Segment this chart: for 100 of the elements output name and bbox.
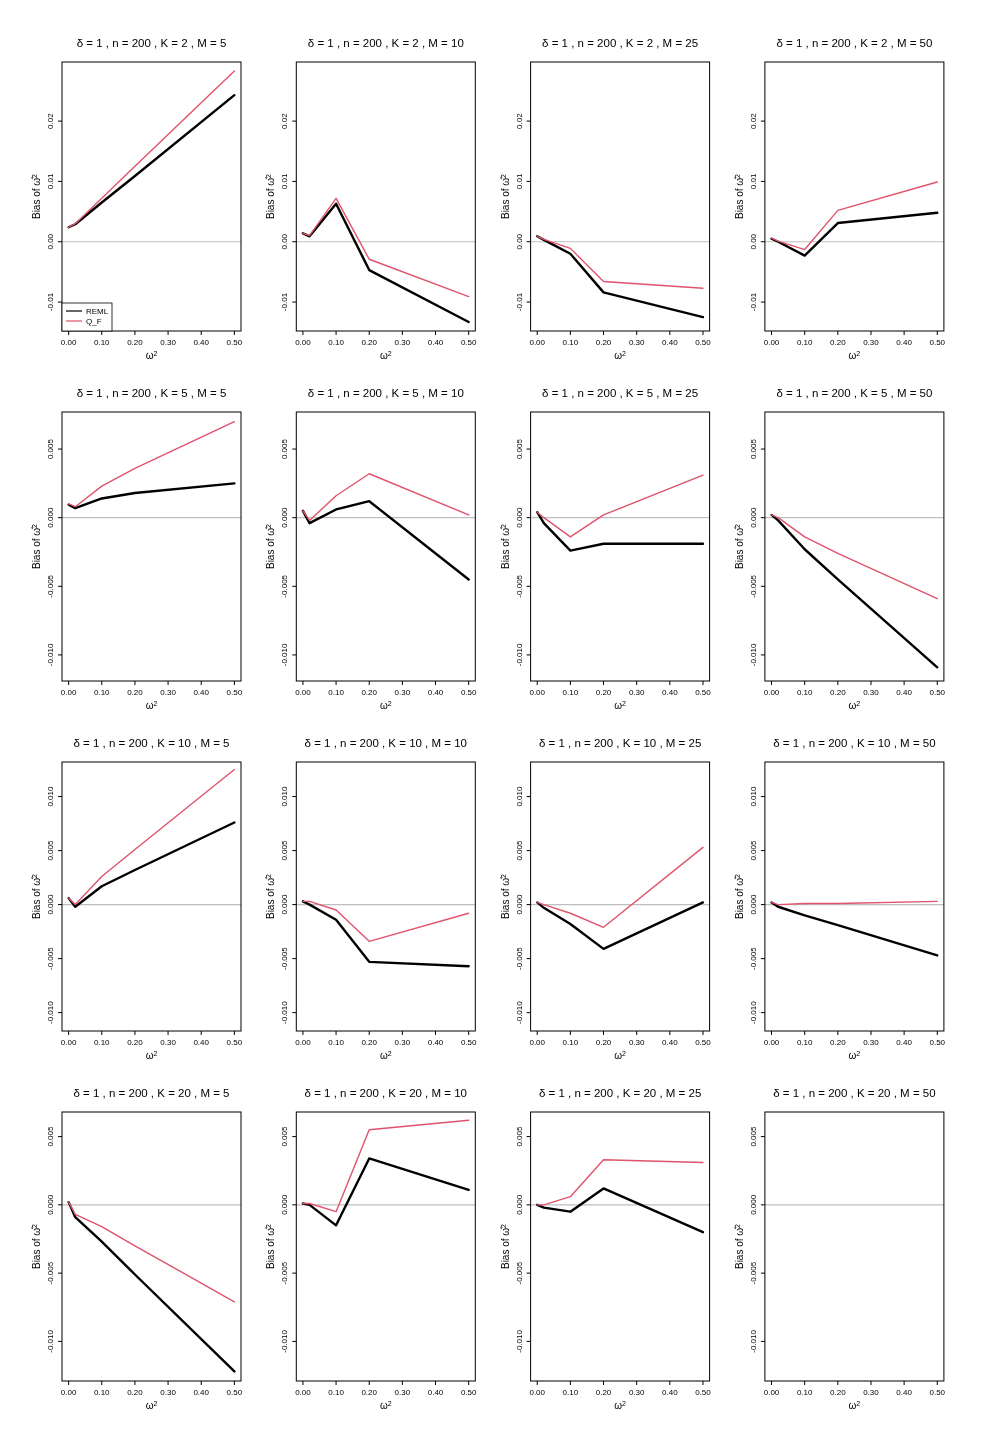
y-tick-label: -0.010 <box>748 1329 758 1353</box>
y-tick-label: 0.01 <box>748 173 758 190</box>
x-tick-label: 0.00 <box>60 1388 77 1397</box>
chart-title: δ = 1 , n = 200 , K = 20 , M = 10 <box>304 1087 467 1099</box>
line-series <box>536 1159 704 1206</box>
y-tick-label: 0.00 <box>748 233 758 250</box>
y-tick-label: -0.005 <box>514 574 524 598</box>
y-tick-label: 0.000 <box>46 894 55 915</box>
x-axis-title: ω$^{2}$ <box>614 1049 627 1061</box>
x-tick-label: 0.30 <box>394 1038 411 1047</box>
x-axis-title: ω$^{2}$ <box>848 699 861 711</box>
y-tick-label: -0.005 <box>46 1261 55 1285</box>
x-tick-label: 0.00 <box>763 1388 780 1397</box>
y-tick-label: 0.005 <box>46 438 55 460</box>
y-tick-label: 0.01 <box>514 173 524 190</box>
x-tick-label: 0.30 <box>394 688 411 697</box>
y-tick-label: 0.01 <box>46 173 55 190</box>
x-tick-label: 0.40 <box>193 338 210 347</box>
chart-title: δ = 1 , n = 200 , K = 5 , M = 25 <box>542 387 699 399</box>
y-tick-label: 0.005 <box>280 840 290 861</box>
y-tick-label: -0.005 <box>46 574 55 598</box>
x-tick-label: 0.10 <box>796 338 814 347</box>
y-tick-label: 0.005 <box>748 840 758 861</box>
chart-title: δ = 1 , n = 200 , K = 20 , M = 50 <box>773 1087 936 1099</box>
x-tick-label: 0.20 <box>830 338 847 347</box>
y-tick-label: 0.005 <box>46 1126 55 1147</box>
x-tick-label: 0.50 <box>695 688 712 697</box>
y-tick-label: 0.000 <box>514 894 524 915</box>
x-tick-label: 0.40 <box>896 688 913 697</box>
y-tick-label: -0.005 <box>280 574 290 598</box>
x-tick-label: 0.00 <box>60 688 77 697</box>
x-tick-label: 0.30 <box>863 1388 880 1397</box>
y-tick-label: -0.010 <box>46 1329 55 1353</box>
y-tick-label: -0.010 <box>514 643 524 667</box>
line-series <box>536 901 705 951</box>
y-tick-label: 0.010 <box>748 786 758 807</box>
x-axis-title: ω$^{2}$ <box>379 699 392 711</box>
line-series <box>770 211 939 257</box>
chart-title: δ = 1 , n = 200 , K = 20 , M = 5 <box>73 1087 230 1099</box>
x-tick-label: 0.50 <box>460 338 477 347</box>
x-tick-label: 0.40 <box>662 688 679 697</box>
x-tick-label: 0.10 <box>328 338 345 347</box>
x-axis-title: ω$^{2}$ <box>379 1049 392 1061</box>
x-axis-title: ω$^{2}$ <box>614 349 627 361</box>
y-tick-label: 0.01 <box>280 173 290 190</box>
x-tick-label: 0.10 <box>93 1388 111 1397</box>
line-series <box>770 513 939 669</box>
x-tick-label: 0.20 <box>127 1388 144 1397</box>
chart-title: δ = 1 , n = 200 , K = 10 , M = 5 <box>73 737 230 749</box>
line-series <box>770 901 939 957</box>
line-series <box>67 768 236 906</box>
x-tick-label: 0.50 <box>460 688 477 697</box>
y-tick-label: 0.000 <box>280 1194 290 1215</box>
y-tick-label: 0.000 <box>748 894 758 915</box>
legend-label: REML <box>86 306 109 316</box>
x-tick-label: 0.20 <box>361 1038 378 1047</box>
y-tick-label: 0.000 <box>748 1194 758 1215</box>
x-tick-label: 0.50 <box>460 1388 477 1397</box>
y-tick-label: 0.000 <box>46 1194 55 1215</box>
x-tick-label: 0.10 <box>328 1388 345 1397</box>
x-axis-title: ω$^{2}$ <box>379 349 392 361</box>
x-axis-title: ω$^{2}$ <box>145 1399 158 1411</box>
x-tick-label: 0.00 <box>295 688 312 697</box>
chart-title: δ = 1 , n = 200 , K = 2 , M = 5 <box>76 37 227 49</box>
line-series <box>67 93 236 229</box>
y-tick-label: -0.010 <box>748 643 758 667</box>
y-tick-label: 0.02 <box>748 112 758 129</box>
x-tick-label: 0.50 <box>929 688 946 697</box>
x-axis-title: ω$^{2}$ <box>379 1399 392 1411</box>
y-tick-label: -0.01 <box>748 292 758 312</box>
x-tick-label: 0.00 <box>60 338 77 347</box>
y-tick-label: -0.01 <box>514 292 524 312</box>
x-tick-label: 0.20 <box>361 1388 378 1397</box>
x-tick-label: 0.00 <box>763 688 780 697</box>
x-axis-title: ω$^{2}$ <box>848 1399 861 1411</box>
x-tick-label: 0.20 <box>361 338 378 347</box>
y-tick-label: -0.010 <box>280 1000 290 1024</box>
y-tick-label: 0.02 <box>46 112 55 129</box>
x-tick-label: 0.30 <box>160 338 177 347</box>
x-tick-label: 0.30 <box>863 1038 880 1047</box>
chart-title: δ = 1 , n = 200 , K = 20 , M = 25 <box>538 1087 702 1099</box>
x-axis-title: ω$^{2}$ <box>145 349 158 361</box>
x-tick-label: 0.10 <box>93 1038 111 1047</box>
x-tick-label: 0.40 <box>427 1038 444 1047</box>
x-tick-label: 0.50 <box>226 688 243 697</box>
line-series <box>536 510 705 552</box>
x-axis-title: ω$^{2}$ <box>614 699 627 711</box>
y-tick-label: -0.005 <box>280 1261 290 1285</box>
line-series <box>770 181 938 251</box>
line-series <box>302 473 470 522</box>
chart-title: δ = 1 , n = 200 , K = 10 , M = 50 <box>773 737 936 749</box>
x-tick-label: 0.10 <box>796 688 814 697</box>
x-tick-label: 0.20 <box>595 1388 612 1397</box>
x-tick-label: 0.40 <box>896 338 913 347</box>
line-series <box>67 70 236 228</box>
x-tick-label: 0.10 <box>796 1388 814 1397</box>
line-series <box>536 235 704 289</box>
chart-title: δ = 1 , n = 200 , K = 2 , M = 50 <box>776 37 933 49</box>
y-tick-label: 0.00 <box>514 233 524 250</box>
x-tick-label: 0.20 <box>127 338 144 347</box>
